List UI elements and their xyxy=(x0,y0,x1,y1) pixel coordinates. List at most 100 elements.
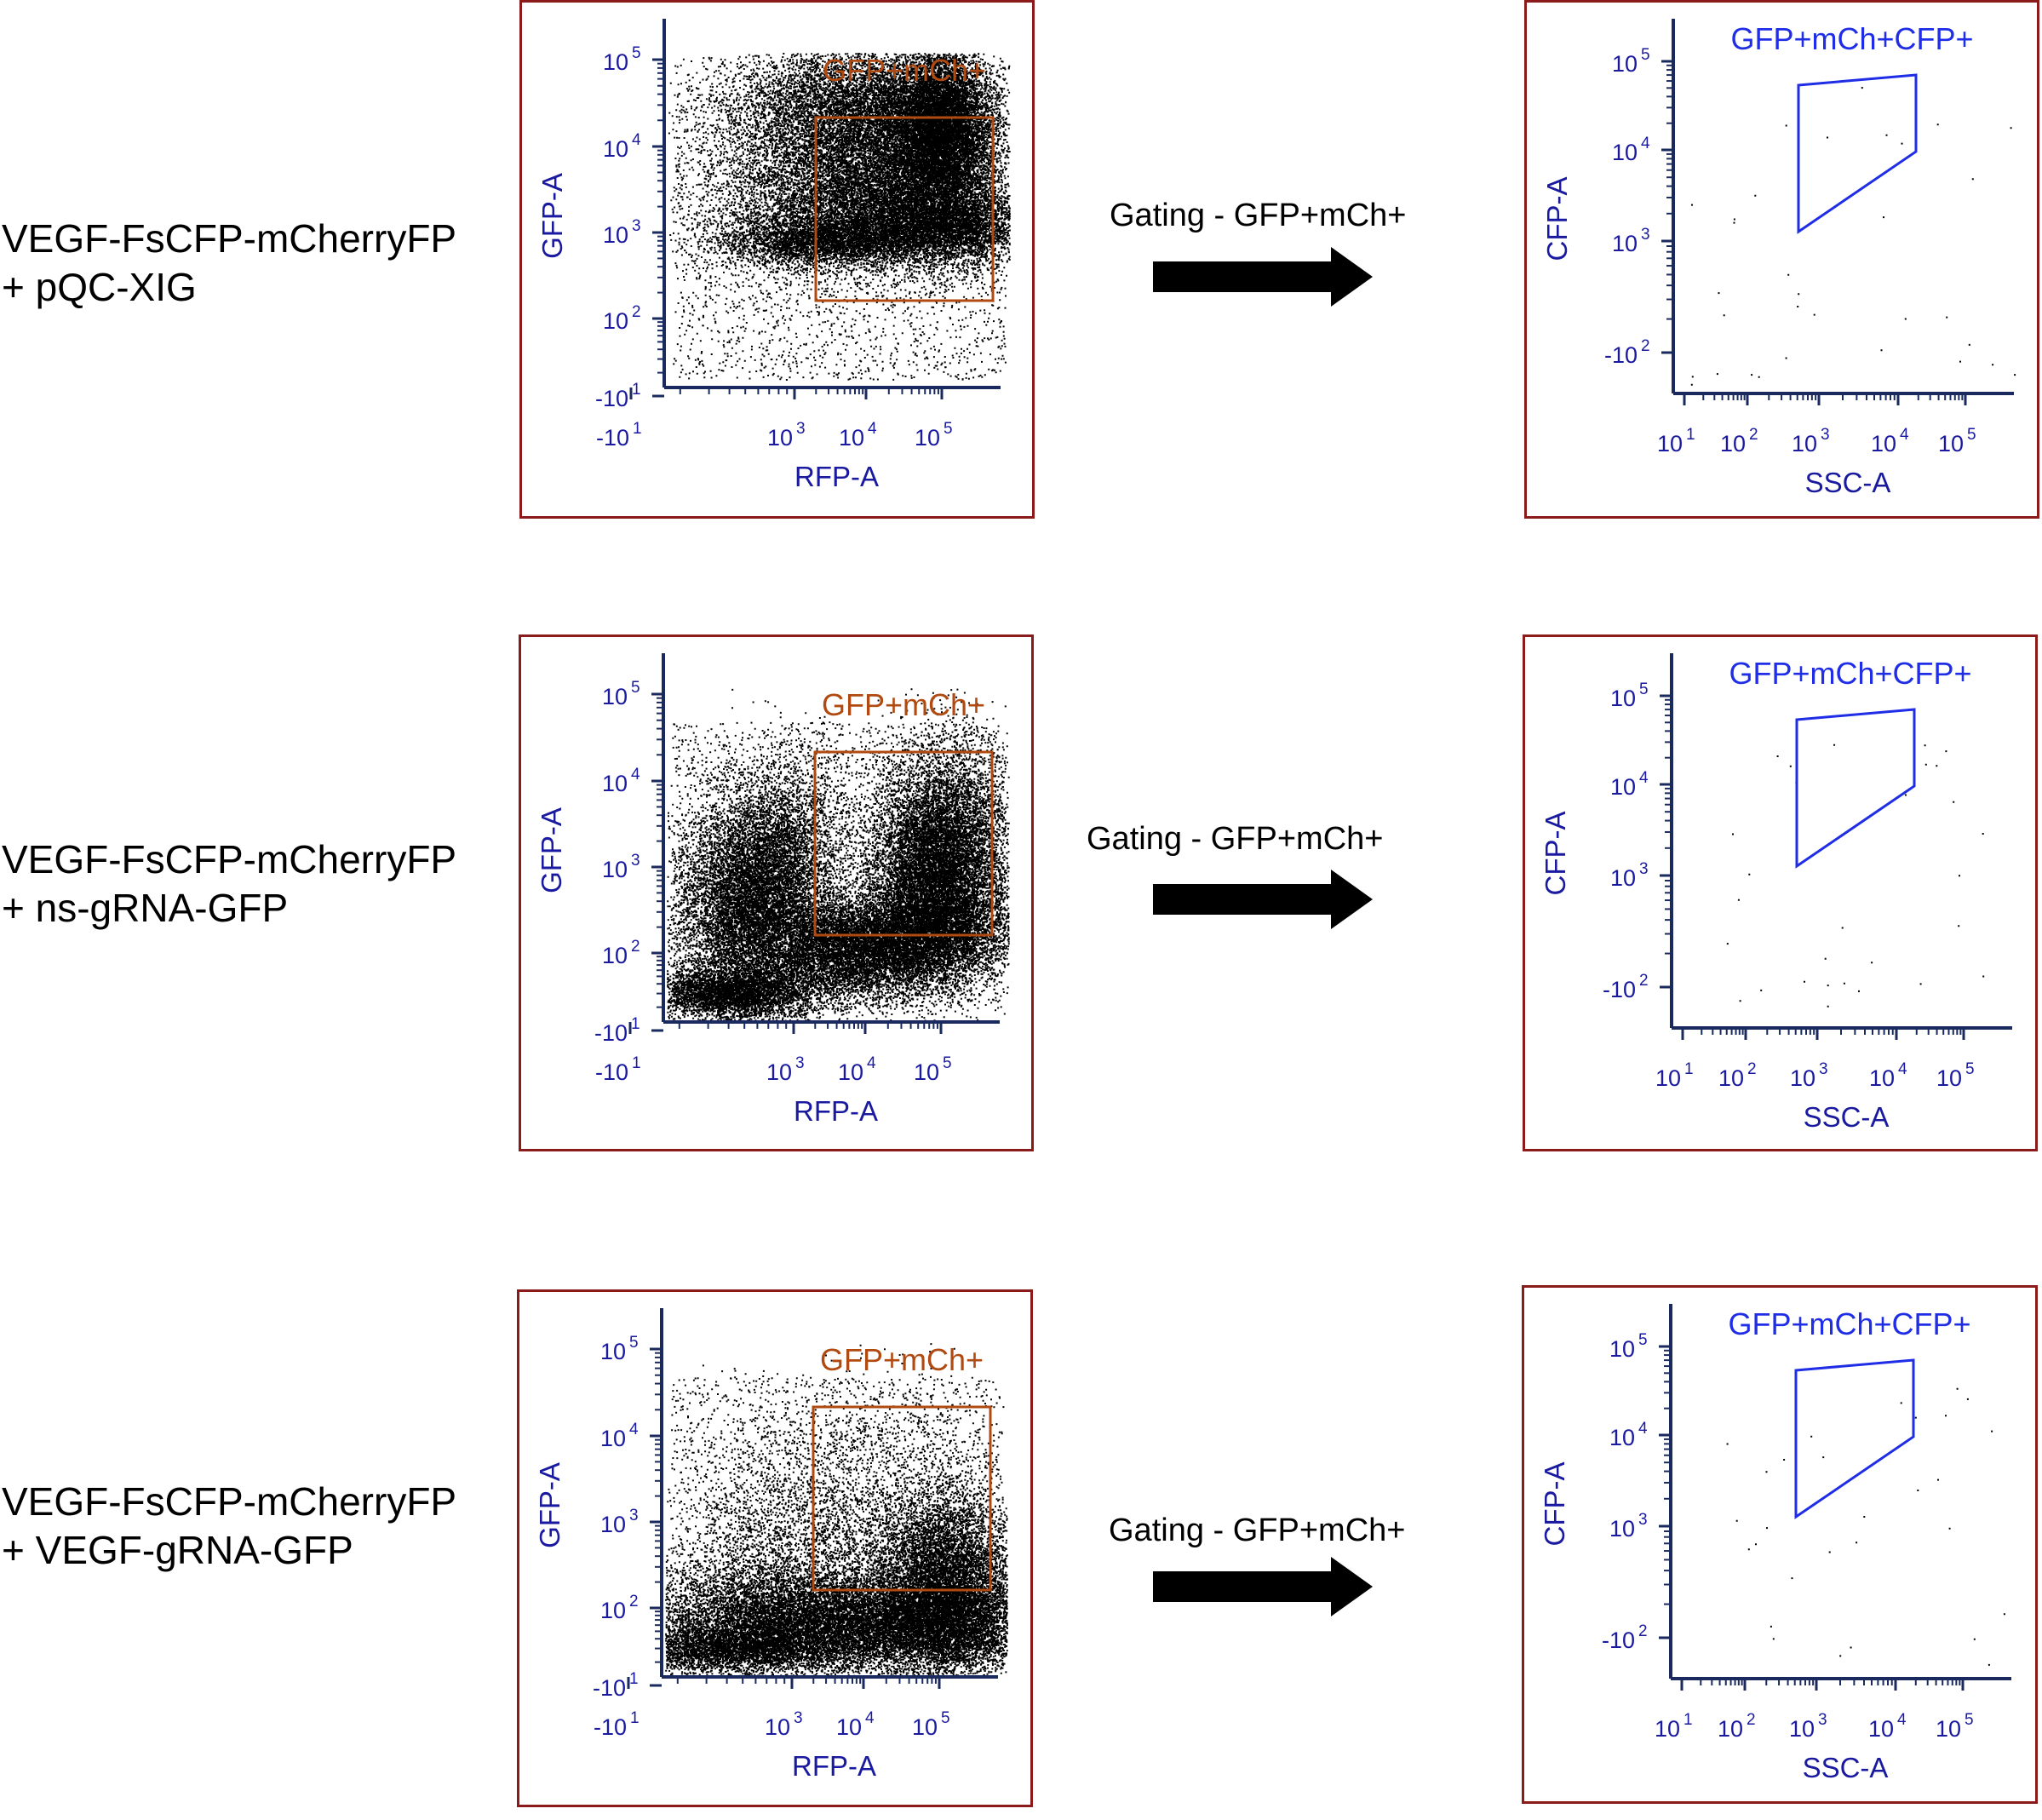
x-tick-exponent: 1 xyxy=(630,1709,640,1727)
minor-ticks xyxy=(1666,64,1964,400)
y-axis-label: GFP-A xyxy=(536,173,568,259)
y-tick-exponent: 4 xyxy=(631,766,640,784)
gating-label-row1: Gating - GFP+mCh+ xyxy=(1110,198,1407,233)
x-axis-label: RFP-A xyxy=(792,1750,876,1782)
x-tick-label: 10 xyxy=(1936,1065,1962,1091)
y-tick-label: 10 xyxy=(602,857,628,882)
events xyxy=(665,1343,1008,1677)
y-axis-label: CFP-A xyxy=(1539,1462,1570,1547)
y-axis-label: CFP-A xyxy=(1541,177,1573,261)
x-tick-exponent: 4 xyxy=(868,420,877,438)
x-tick-exponent: 3 xyxy=(795,1054,805,1072)
x-tick-exponent: 1 xyxy=(1684,1060,1694,1078)
gate-label: GFP+mCh+ xyxy=(820,1342,984,1377)
y-tick-label: 10 xyxy=(603,222,628,248)
x-tick-label: 10 xyxy=(1718,1065,1744,1091)
x-tick-label: 10 xyxy=(1869,1065,1895,1091)
x-tick-label: 10 xyxy=(1790,1065,1815,1091)
y-tick-exponent: 1 xyxy=(632,381,641,399)
sample-label-row1: VEGF-FsCFP-mCherryFP + pQC-XIG xyxy=(2,215,456,312)
y-axis-label: GFP-A xyxy=(534,1462,565,1548)
x-axis-label: RFP-A xyxy=(794,461,879,492)
minor-ticks xyxy=(1665,698,1962,1035)
x-axis-label: SSC-A xyxy=(1803,1752,1889,1783)
x-tick-label: 10 xyxy=(838,1059,863,1085)
y-axis-label: CFP-A xyxy=(1540,812,1571,896)
minor-ticks xyxy=(655,1352,937,1684)
x-tick-label: 10 xyxy=(766,1059,792,1085)
gate-polygon xyxy=(1795,708,1916,869)
y-tick-label: 10 xyxy=(1609,1516,1635,1542)
x-tick-exponent: 5 xyxy=(941,1709,950,1727)
sample-line-1: VEGF-FsCFP-mCherryFP xyxy=(2,837,457,881)
x-tick-exponent: 5 xyxy=(943,1054,952,1072)
sample-line-1: VEGF-FsCFP-mCherryFP xyxy=(2,1479,457,1524)
y-tick-label: -10 xyxy=(1602,1628,1635,1653)
x-tick-label: 10 xyxy=(915,425,940,451)
y-tick-exponent: 2 xyxy=(631,938,640,956)
y-tick-exponent: 3 xyxy=(1641,226,1650,244)
events xyxy=(1726,1387,2005,1666)
x-tick-label: 10 xyxy=(914,1059,939,1085)
sample-label-row3: VEGF-FsCFP-mCherryFP + VEGF-gRNA-GFP xyxy=(2,1478,456,1575)
gate-rectangle xyxy=(812,1405,992,1592)
sample-line-1: VEGF-FsCFP-mCherryFP xyxy=(2,216,457,261)
event-cloud xyxy=(1726,744,1985,1008)
panel-frame xyxy=(517,1289,1033,1807)
x-tick-label: 10 xyxy=(839,425,864,451)
x-tick-exponent: 5 xyxy=(1965,1060,1975,1078)
x-tick-label: 10 xyxy=(1789,1716,1815,1742)
y-tick-exponent: 5 xyxy=(1639,680,1649,698)
x-tick-exponent: 2 xyxy=(1749,426,1758,444)
y-tick-exponent: 2 xyxy=(1641,337,1650,355)
event-cloud xyxy=(667,688,1010,1022)
x-tick-label: 10 xyxy=(1655,1065,1681,1091)
sample-line-2: + ns-gRNA-GFP xyxy=(2,886,289,930)
y-tick-label: -10 xyxy=(594,1020,628,1046)
gate-label: GFP+mCh+ xyxy=(823,53,986,88)
y-tick-exponent: 3 xyxy=(629,1507,639,1524)
x-tick-label: 10 xyxy=(1868,1716,1894,1742)
x-tick-label: 10 xyxy=(1792,431,1817,456)
y-tick-exponent: 1 xyxy=(631,1015,640,1033)
x-tick-label: 10 xyxy=(1655,1716,1680,1742)
y-tick-label: 10 xyxy=(1609,1425,1635,1450)
y-tick-exponent: 3 xyxy=(1638,1511,1648,1529)
gate-label: GFP+mCh+CFP+ xyxy=(1730,21,1973,56)
x-tick-label: 10 xyxy=(1938,431,1964,456)
y-tick-label: 10 xyxy=(603,308,628,334)
event-cloud xyxy=(665,1343,1008,1677)
y-tick-exponent: 2 xyxy=(629,1593,639,1610)
x-tick-exponent: 4 xyxy=(867,1054,876,1072)
x-tick-exponent: 1 xyxy=(1686,426,1695,444)
y-tick-exponent: 5 xyxy=(1638,1331,1648,1349)
y-tick-label: 10 xyxy=(600,1598,626,1623)
x-tick-label: 10 xyxy=(765,1714,790,1740)
x-tick-exponent: 3 xyxy=(1821,426,1830,444)
panel-frame xyxy=(1522,1285,2038,1804)
x-tick-exponent: 1 xyxy=(1684,1711,1693,1729)
y-tick-label: -10 xyxy=(1604,342,1638,368)
y-tick-exponent: 5 xyxy=(632,44,641,62)
arrow-icon-row2 xyxy=(1153,870,1373,929)
y-tick-label: 10 xyxy=(1612,51,1638,77)
sample-label-row2: VEGF-FsCFP-mCherryFP + ns-gRNA-GFP xyxy=(2,835,456,933)
arrow-icon-row1 xyxy=(1153,247,1373,307)
gate-rectangle xyxy=(813,750,994,937)
x-tick-exponent: 4 xyxy=(1900,426,1909,444)
x-tick-label: -10 xyxy=(594,1714,627,1740)
y-tick-exponent: 2 xyxy=(1639,972,1649,990)
y-tick-label: 10 xyxy=(603,136,628,162)
y-tick-exponent: 2 xyxy=(1638,1622,1648,1640)
y-tick-label: 10 xyxy=(1609,1336,1635,1362)
x-tick-exponent: 1 xyxy=(633,420,642,438)
gating-label-row3: Gating - GFP+mCh+ xyxy=(1109,1513,1406,1548)
minor-ticks xyxy=(1664,1349,1961,1685)
x-tick-exponent: 5 xyxy=(1965,1711,1974,1729)
sample-line-2: + pQC-XIG xyxy=(2,265,197,309)
event-cloud xyxy=(1690,87,2016,386)
